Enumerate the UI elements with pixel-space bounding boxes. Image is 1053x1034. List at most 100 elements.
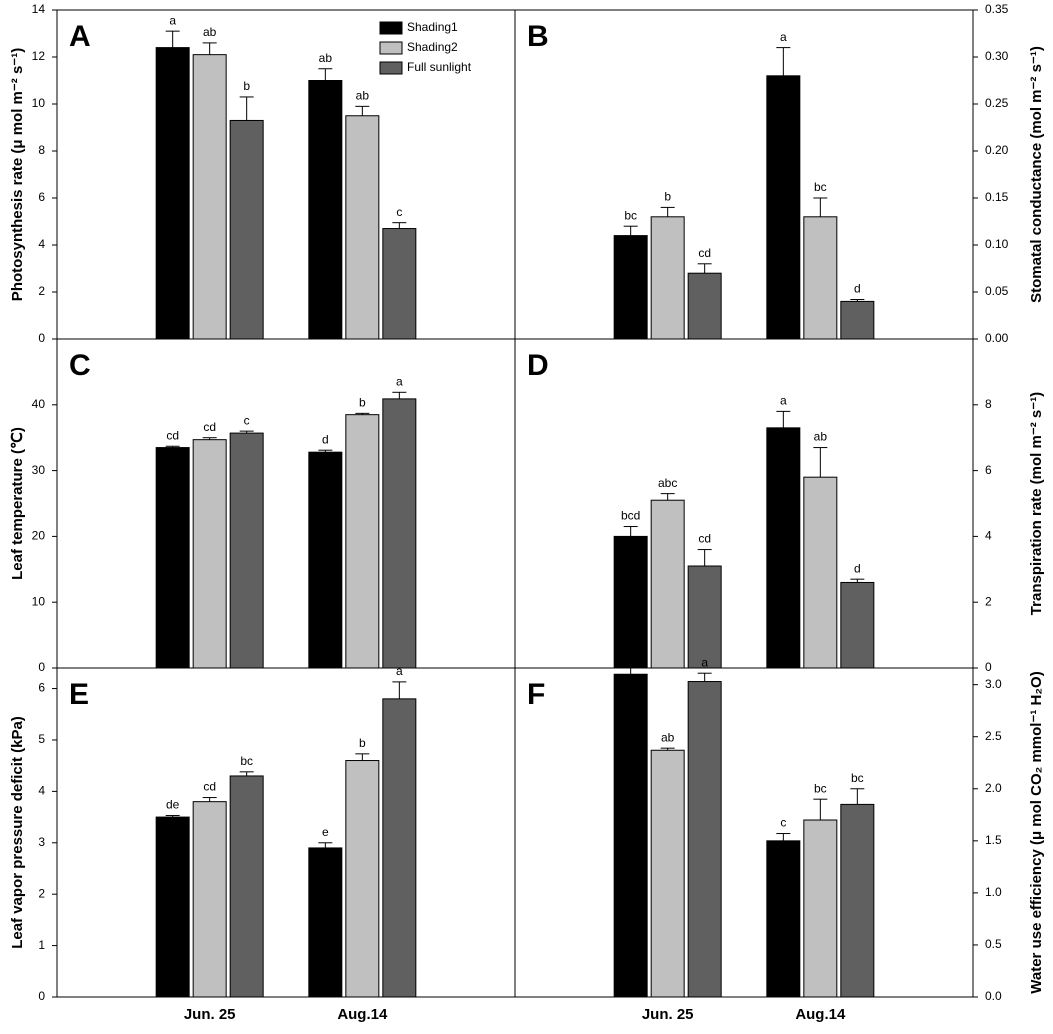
y-tick-label: 0.05 (985, 284, 1009, 298)
bar (229, 119, 264, 340)
y-tick-label: 0.20 (985, 143, 1009, 157)
bar (192, 439, 227, 669)
panel-label: C (69, 349, 91, 382)
bar (840, 803, 875, 998)
significance-letter: ab (356, 89, 370, 103)
x-category-label: Aug.14 (795, 1006, 846, 1023)
y-axis-title: Photosynthesis rate (μ mol m⁻² s⁻¹) (9, 48, 26, 301)
significance-letter: a (780, 30, 787, 44)
panel-frame (56, 338, 516, 669)
panel-frame (56, 667, 516, 998)
bar (687, 681, 722, 998)
y-tick-label: 20 (32, 529, 46, 543)
y-tick-label: 4 (985, 529, 992, 543)
panel-label: D (527, 349, 549, 382)
x-category-label: Jun. 25 (642, 1006, 694, 1023)
y-tick-label: 0.0 (985, 989, 1002, 1003)
significance-letter: a (169, 13, 176, 27)
bar (613, 673, 648, 998)
bar (345, 760, 380, 998)
y-axis-title: Leaf temperature (℃) (9, 427, 26, 580)
y-tick-label: 1 (38, 938, 45, 952)
bar (650, 216, 685, 340)
y-tick-label: 0.10 (985, 237, 1009, 251)
significance-letter: ab (203, 25, 217, 39)
y-tick-label: 8 (38, 143, 45, 157)
significance-letter: a (627, 648, 634, 662)
y-tick-label: 1.5 (985, 833, 1002, 847)
significance-letter: cd (203, 420, 216, 434)
bar (192, 801, 227, 998)
y-tick-label: 0.00 (985, 331, 1009, 345)
y-tick-label: 3.0 (985, 677, 1002, 691)
panel-frame (514, 338, 974, 669)
y-tick-label: 0 (38, 989, 45, 1003)
y-tick-label: 2.5 (985, 729, 1002, 743)
bar (155, 816, 190, 998)
significance-letter: bc (624, 208, 637, 222)
bar (840, 300, 875, 340)
x-category-label: Aug.14 (337, 1006, 388, 1023)
legend-label: Shading1 (407, 20, 458, 34)
significance-letter: b (359, 396, 366, 410)
bar (192, 54, 227, 340)
legend-label: Full sunlight (407, 60, 472, 74)
bar (382, 228, 417, 340)
significance-letter: bc (240, 754, 253, 768)
significance-letter: d (854, 282, 861, 296)
y-tick-label: 6 (38, 681, 45, 695)
significance-letter: bc (851, 771, 864, 785)
bar (382, 398, 417, 669)
bar (766, 75, 801, 340)
y-tick-label: 30 (32, 463, 46, 477)
significance-letter: cd (698, 246, 711, 260)
legend-label: Shading2 (407, 40, 458, 54)
bar (308, 847, 343, 998)
y-axis-title: Transpiration rate (mol m⁻² s⁻¹) (1028, 392, 1045, 615)
panel-frame (514, 9, 974, 340)
bar (155, 47, 190, 340)
significance-letter: abc (658, 476, 677, 490)
significance-letter: a (780, 394, 787, 408)
significance-letter: d (322, 432, 329, 446)
bar (766, 427, 801, 669)
bar (382, 698, 417, 998)
bar (650, 749, 685, 998)
significance-letter: b (664, 190, 671, 204)
y-tick-label: 12 (32, 49, 46, 63)
bar (345, 414, 380, 669)
significance-letter: cd (203, 780, 216, 794)
y-tick-label: 0.5 (985, 937, 1002, 951)
y-axis-title: Leaf vapor pressure deficit (kPa) (9, 716, 26, 949)
bar (613, 235, 648, 340)
significance-letter: b (359, 736, 366, 750)
y-tick-label: 0 (985, 660, 992, 674)
y-tick-label: 14 (32, 2, 46, 16)
y-tick-label: 0.30 (985, 49, 1009, 63)
significance-letter: bc (814, 781, 827, 795)
bar (613, 535, 648, 669)
y-tick-label: 4 (38, 237, 45, 251)
y-axis-title: Stomatal conductance (mol m⁻² s⁻¹) (1028, 46, 1045, 303)
bar (687, 272, 722, 340)
bar (803, 476, 838, 669)
legend-swatch (379, 21, 403, 35)
significance-letter: a (396, 664, 403, 678)
significance-letter: bcd (621, 509, 640, 523)
legend-swatch (379, 61, 403, 75)
significance-letter: a (701, 655, 708, 669)
significance-letter: c (780, 816, 786, 830)
y-tick-label: 0 (38, 331, 45, 345)
y-tick-label: 10 (32, 96, 46, 110)
panel-label: B (527, 20, 549, 53)
significance-letter: bc (814, 180, 827, 194)
bar (308, 451, 343, 669)
significance-letter: cd (166, 428, 179, 442)
y-tick-label: 3 (38, 835, 45, 849)
significance-letter: a (396, 374, 403, 388)
legend-swatch (379, 41, 403, 55)
significance-letter: ab (814, 430, 828, 444)
y-tick-label: 0.35 (985, 2, 1009, 16)
bar (229, 775, 264, 998)
x-category-label: Jun. 25 (184, 1006, 236, 1023)
